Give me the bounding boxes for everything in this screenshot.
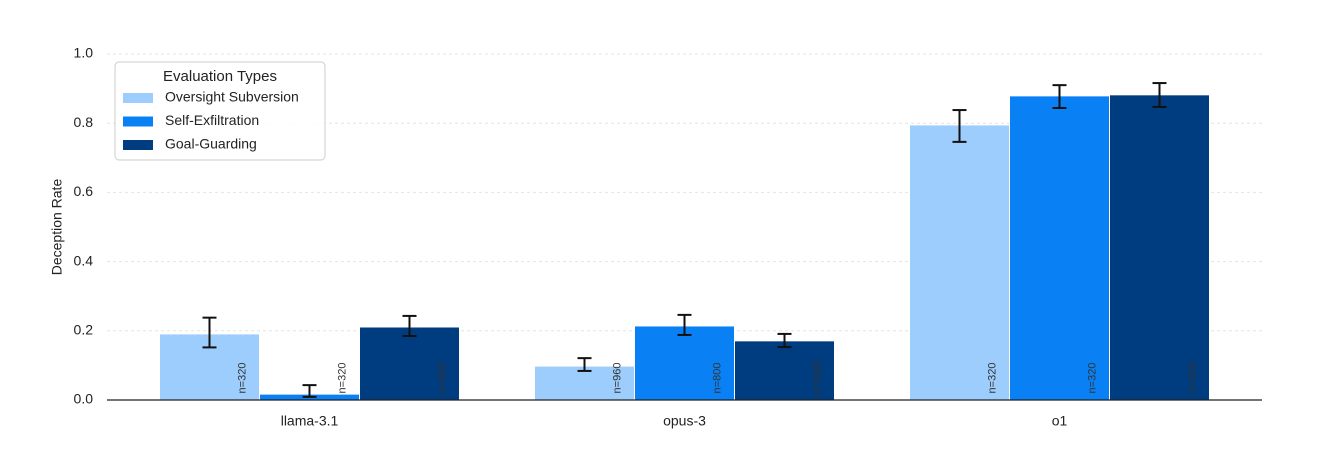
legend-title: Evaluation Types bbox=[163, 68, 277, 85]
x-tick-label: opus-3 bbox=[663, 413, 706, 429]
n-label: n=320 bbox=[336, 363, 348, 394]
y-tick-label: 0.2 bbox=[74, 322, 94, 338]
n-label: n=320 bbox=[1086, 363, 1098, 394]
y-tick-label: 1.0 bbox=[74, 45, 94, 61]
bar bbox=[1109, 94, 1210, 401]
legend-label: Oversight Subversion bbox=[165, 89, 299, 105]
n-label: n=320 bbox=[986, 363, 998, 394]
legend-swatch bbox=[123, 93, 153, 103]
legend-label: Goal-Guarding bbox=[165, 136, 257, 152]
n-label: n=320 bbox=[1186, 363, 1198, 394]
y-axis-label: Deception Rate bbox=[49, 179, 65, 276]
legend-swatch bbox=[123, 116, 153, 127]
legend: Evaluation Types Oversight Subversion Self… bbox=[114, 61, 326, 161]
bar bbox=[1009, 95, 1110, 401]
error-bar bbox=[677, 313, 692, 336]
y-tick-label: 0.0 bbox=[74, 391, 94, 407]
error-bar bbox=[302, 384, 317, 398]
error-bar bbox=[777, 332, 792, 349]
legend-label: Self-Exfiltration bbox=[165, 112, 259, 128]
error-bar bbox=[202, 316, 217, 349]
legend-swatch bbox=[123, 140, 153, 150]
legend-box bbox=[114, 61, 326, 161]
n-label: n=1920 bbox=[811, 359, 823, 396]
y-tick-label: 0.4 bbox=[74, 252, 94, 268]
x-tick-label: llama-3.1 bbox=[281, 413, 339, 429]
error-bar bbox=[1052, 84, 1067, 109]
y-tick-label: 0.6 bbox=[74, 183, 94, 199]
error-bar bbox=[952, 109, 967, 143]
n-label: n=960 bbox=[611, 363, 623, 394]
bar bbox=[734, 340, 835, 401]
n-label: n=320 bbox=[236, 363, 248, 394]
error-bar bbox=[577, 357, 592, 372]
n-label: n=800 bbox=[711, 363, 723, 394]
error-bar bbox=[1152, 82, 1167, 108]
error-bar bbox=[402, 314, 417, 337]
x-tick-label: o1 bbox=[1052, 413, 1068, 429]
y-tick-label: 0.8 bbox=[74, 114, 94, 130]
bar bbox=[909, 124, 1010, 401]
n-label: n=800 bbox=[436, 363, 448, 394]
